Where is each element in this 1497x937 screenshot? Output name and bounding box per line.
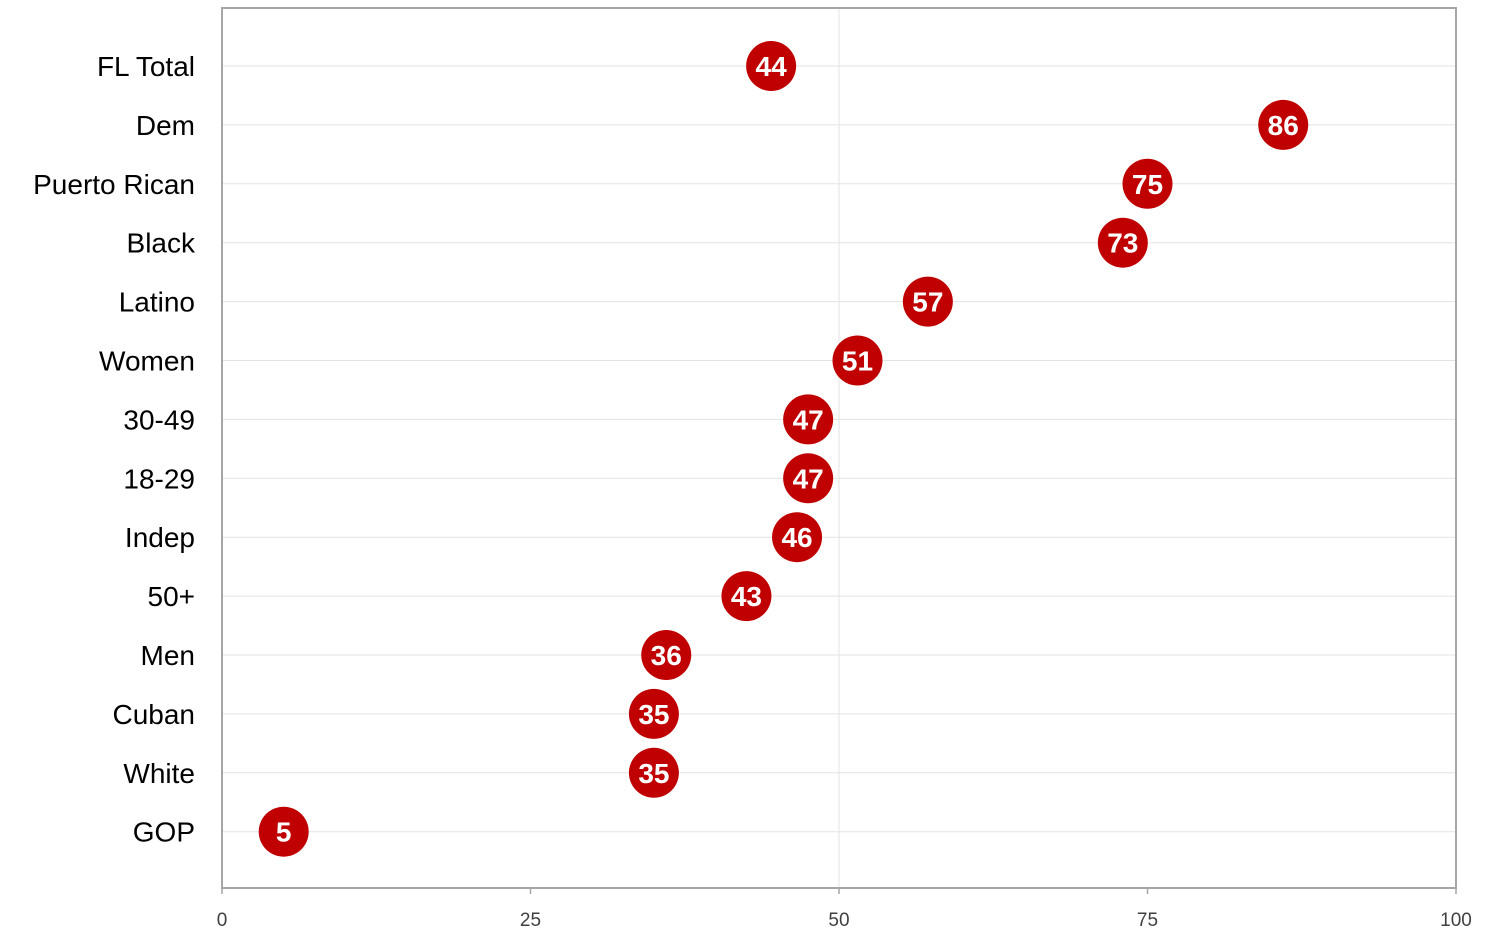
- data-value-label: 57: [912, 287, 943, 318]
- data-point: 46: [772, 512, 823, 563]
- category-labels: FL Total Dem Puerto Rican Black Latino Women 3…: [33, 51, 196, 848]
- data-markers: 44 86 75 73 57 51 47 47 46 43 36 35 35 5: [258, 41, 1309, 857]
- axes: [221, 7, 1457, 894]
- data-marker-circle: [783, 453, 834, 504]
- category-label: Men: [141, 640, 195, 671]
- data-point: 44: [746, 41, 797, 91]
- data-point: 43: [721, 571, 772, 622]
- category-label: White: [123, 758, 195, 789]
- data-value-label: 43: [731, 581, 762, 612]
- x-tick-label: 75: [1137, 910, 1158, 931]
- category-label: Latino: [119, 287, 195, 318]
- data-point: 36: [641, 630, 692, 680]
- data-value-label: 75: [1132, 169, 1163, 200]
- data-point: 86: [1258, 99, 1309, 150]
- data-marker-circle: [641, 630, 692, 680]
- data-marker-circle: [628, 747, 679, 798]
- data-value-label: 36: [651, 640, 682, 671]
- data-marker-circle: [628, 688, 679, 739]
- category-label: Black: [127, 228, 196, 259]
- data-value-label: 44: [756, 51, 788, 82]
- data-value-label: 46: [781, 522, 812, 553]
- data-marker-circle: [721, 571, 772, 622]
- data-value-label: 73: [1107, 228, 1138, 259]
- category-label: Dem: [136, 110, 195, 141]
- data-point: 5: [258, 806, 309, 857]
- category-label: 50+: [148, 581, 196, 612]
- data-value-label: 35: [638, 699, 669, 730]
- data-point: 75: [1122, 158, 1173, 209]
- data-point: 51: [832, 335, 883, 386]
- x-tick-label: 50: [828, 910, 849, 931]
- category-label: 30-49: [123, 404, 195, 435]
- data-marker-circle: [258, 806, 309, 857]
- category-label: GOP: [133, 817, 195, 848]
- data-value-label: 86: [1268, 110, 1299, 141]
- data-value-label: 35: [638, 758, 669, 789]
- x-tick-label: 100: [1440, 910, 1472, 931]
- data-point: 57: [902, 276, 953, 327]
- data-value-label: 47: [793, 404, 824, 435]
- category-label: Cuban: [112, 699, 195, 730]
- data-value-label: 5: [276, 817, 292, 848]
- data-point: 47: [783, 453, 834, 504]
- category-label: Puerto Rican: [33, 169, 195, 200]
- data-marker-circle: [902, 276, 953, 327]
- data-value-label: 51: [842, 346, 873, 377]
- x-tick-label: 25: [520, 910, 541, 931]
- data-marker-circle: [1122, 158, 1173, 209]
- data-point: 35: [628, 688, 679, 739]
- data-point: 73: [1097, 217, 1148, 268]
- data-marker-circle: [1258, 99, 1309, 150]
- data-marker-circle: [1097, 217, 1148, 268]
- category-label: Indep: [125, 522, 195, 553]
- x-tick-label: 0: [217, 910, 228, 931]
- x-tick-labels: 0 25 50 75 100: [217, 910, 1472, 931]
- data-point: 35: [628, 747, 679, 798]
- category-label: Women: [99, 346, 195, 377]
- data-marker-circle: [746, 41, 797, 91]
- data-marker-circle: [772, 512, 823, 563]
- data-marker-circle: [832, 335, 883, 386]
- data-marker-circle: [783, 394, 834, 445]
- data-value-label: 47: [793, 463, 824, 494]
- category-label: FL Total: [97, 51, 195, 82]
- data-point: 47: [783, 394, 834, 445]
- category-label: 18-29: [123, 463, 195, 494]
